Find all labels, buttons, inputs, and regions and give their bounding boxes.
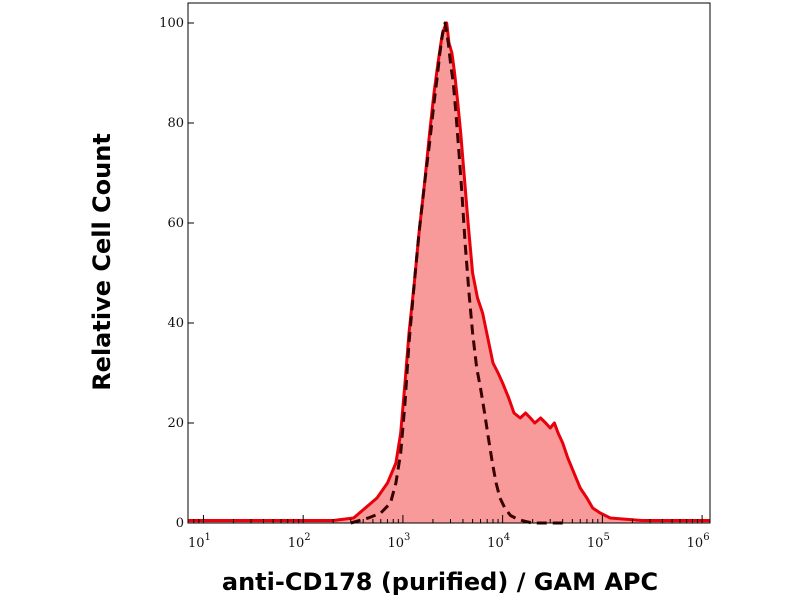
x-tick-label: 102 <box>288 532 311 551</box>
y-tick-label: 80 <box>167 116 184 131</box>
y-tick-label: 20 <box>167 416 184 431</box>
plot-frame <box>187 2 711 524</box>
y-tick-label: 100 <box>159 16 184 31</box>
x-tick-label: 103 <box>387 532 410 551</box>
x-tick-label: 105 <box>587 532 610 551</box>
control-histogram-line <box>350 21 568 525</box>
y-tick-label: 40 <box>167 316 184 331</box>
sample-histogram-line <box>188 21 710 522</box>
x-tick-label: 104 <box>487 532 510 551</box>
x-axis-title: anti-CD178 (purified) / GAM APC <box>222 568 658 596</box>
y-tick-label: 60 <box>167 216 184 231</box>
x-tick-label: 101 <box>188 532 211 551</box>
y-axis-title: Relative Cell Count <box>88 133 116 391</box>
x-tick-label: 106 <box>687 532 710 551</box>
y-tick-label: 0 <box>176 516 184 531</box>
sample-histogram-fill <box>188 23 710 523</box>
